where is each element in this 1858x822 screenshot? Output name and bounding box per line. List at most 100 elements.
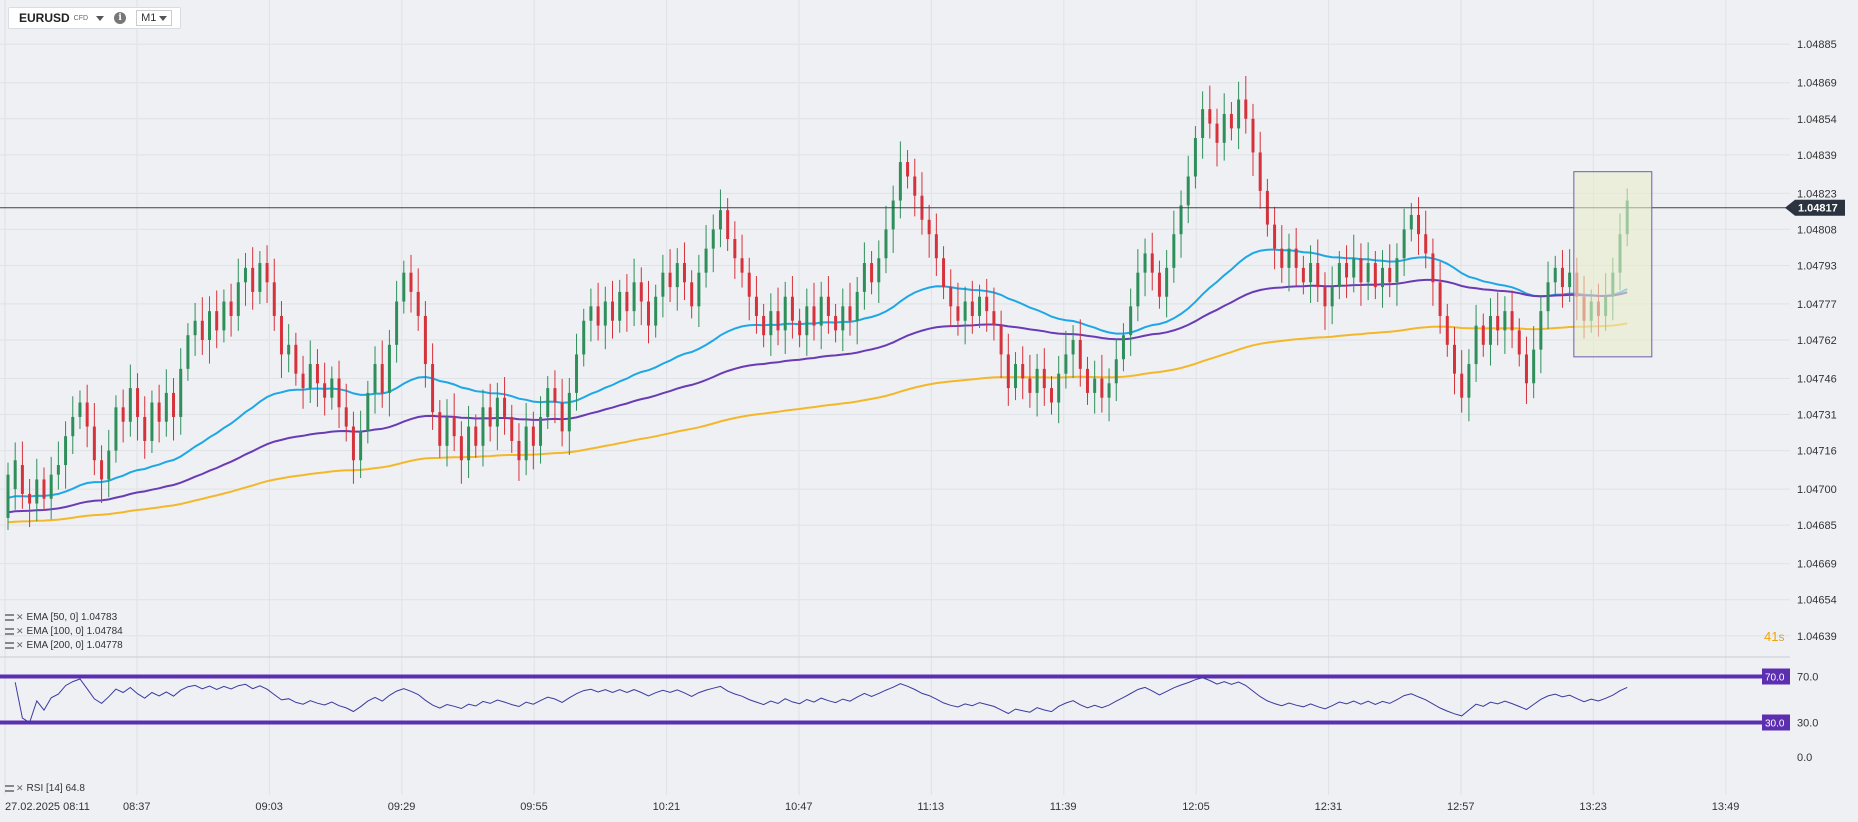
candle-body: [1309, 263, 1313, 283]
candle-body: [546, 388, 550, 417]
candle-body: [49, 474, 53, 499]
symbol-type: CFD: [73, 14, 89, 22]
legend-ema100[interactable]: ✕ EMA [100, 0] 1.04784: [5, 626, 123, 637]
candle-body: [812, 306, 816, 326]
close-icon[interactable]: ✕: [16, 626, 24, 636]
candle-body: [539, 416, 543, 446]
time-tick-label: 11:13: [917, 801, 944, 813]
time-tick-label: 12:05: [1182, 801, 1210, 813]
candle-body: [416, 291, 420, 316]
settings-icon[interactable]: [5, 642, 14, 649]
candle-body: [531, 426, 535, 446]
chevron-down-icon[interactable]: [96, 15, 105, 21]
candle-body: [409, 272, 413, 292]
settings-icon[interactable]: [5, 785, 14, 792]
candle-body: [1467, 364, 1471, 398]
rsi-level-tag: [1762, 714, 1790, 731]
candle-body: [884, 229, 888, 259]
candle-body: [20, 465, 24, 494]
candle-body: [1373, 263, 1377, 288]
candle-body: [661, 272, 665, 297]
candle-body: [826, 296, 830, 316]
close-icon[interactable]: ✕: [16, 612, 24, 622]
candle-body: [1301, 267, 1305, 283]
candle-body: [6, 474, 10, 518]
candle-body: [733, 239, 737, 259]
candle-body: [1294, 248, 1298, 268]
rsi-tick-label: 0.0: [1797, 752, 1812, 764]
candle-body: [42, 479, 46, 499]
candle-body: [1157, 272, 1161, 297]
timeframe-select[interactable]: M1: [136, 10, 173, 26]
close-icon[interactable]: ✕: [16, 640, 24, 650]
settings-icon[interactable]: [5, 614, 14, 621]
candle-body: [1431, 253, 1435, 283]
candle-body: [567, 392, 571, 432]
candle-body: [323, 383, 327, 398]
candle-body: [1057, 373, 1061, 403]
candle-body: [1532, 349, 1536, 384]
candle-body: [898, 162, 902, 201]
countdown-unit: s: [1778, 630, 1785, 644]
candle-body: [956, 306, 960, 321]
price-tick-label: 1.04639: [1797, 631, 1837, 643]
candle-body: [1014, 364, 1018, 389]
candle-body: [870, 263, 874, 283]
ema-line: [7, 322, 1628, 524]
time-tick-label: 13:23: [1579, 801, 1607, 813]
candle-body: [654, 296, 658, 326]
candle-body: [834, 315, 838, 331]
candle-body: [668, 272, 672, 288]
candle-body: [906, 162, 910, 177]
legend-ema50[interactable]: ✕ EMA [50, 0] 1.04783: [5, 612, 117, 623]
legend-label: EMA [50, 0] 1.04783: [26, 612, 118, 623]
candle-body: [1524, 354, 1528, 384]
symbol-name[interactable]: EURUSD: [19, 11, 70, 25]
candle-body: [301, 373, 305, 389]
candle-body: [71, 416, 75, 437]
candle-body: [481, 407, 485, 446]
candle-body: [1273, 224, 1277, 249]
candle-body: [1568, 272, 1572, 288]
time-tick-label: 10:47: [785, 801, 813, 813]
candle-body: [236, 282, 240, 316]
candle-body: [1560, 267, 1564, 288]
symbol-toolbar: EURUSD CFD i M1: [8, 7, 182, 29]
info-icon[interactable]: i: [114, 12, 127, 24]
time-tick-label: 09:03: [255, 801, 283, 813]
candle-body: [690, 282, 694, 307]
legend-rsi[interactable]: ✕ RSI [14] 64.8: [5, 783, 85, 794]
candle-body: [927, 219, 931, 235]
time-tick-label: 11:39: [1050, 801, 1077, 813]
time-tick-label: 10:21: [653, 801, 681, 813]
candle-body: [28, 493, 32, 504]
candle-body: [1136, 272, 1140, 307]
candle-body: [64, 436, 68, 466]
candle-body: [1460, 373, 1464, 398]
legend-label: EMA [100, 0] 1.04784: [26, 626, 123, 637]
axis-labels: 1.04885 1.04869 1.04854 1.04839 1.04823 1.048…: [5, 39, 1837, 813]
candle-body: [632, 282, 636, 312]
candle-body: [1193, 138, 1197, 177]
legend-ema200[interactable]: ✕ EMA [200, 0] 1.04778: [5, 640, 123, 651]
candle-body: [639, 282, 643, 302]
candle-body: [1049, 388, 1053, 403]
price-tick-label: 1.04654: [1797, 595, 1837, 607]
candle-body: [783, 296, 787, 331]
candle-body: [35, 479, 39, 504]
candle-body: [1251, 118, 1255, 153]
settings-icon[interactable]: [5, 628, 14, 635]
candle-body: [56, 465, 60, 475]
candle-body: [294, 344, 298, 374]
candle-body: [1323, 287, 1327, 307]
candle-body: [682, 263, 686, 283]
candle-body: [78, 402, 82, 417]
price-tick-label: 1.04793: [1797, 260, 1837, 272]
candle-body: [1093, 378, 1097, 393]
time-tick-label: 12:57: [1447, 801, 1475, 813]
close-icon[interactable]: ✕: [16, 783, 24, 793]
current-price-label: 1.04817: [1798, 203, 1838, 215]
candle-body: [1172, 234, 1176, 268]
candle-body: [1222, 113, 1226, 143]
